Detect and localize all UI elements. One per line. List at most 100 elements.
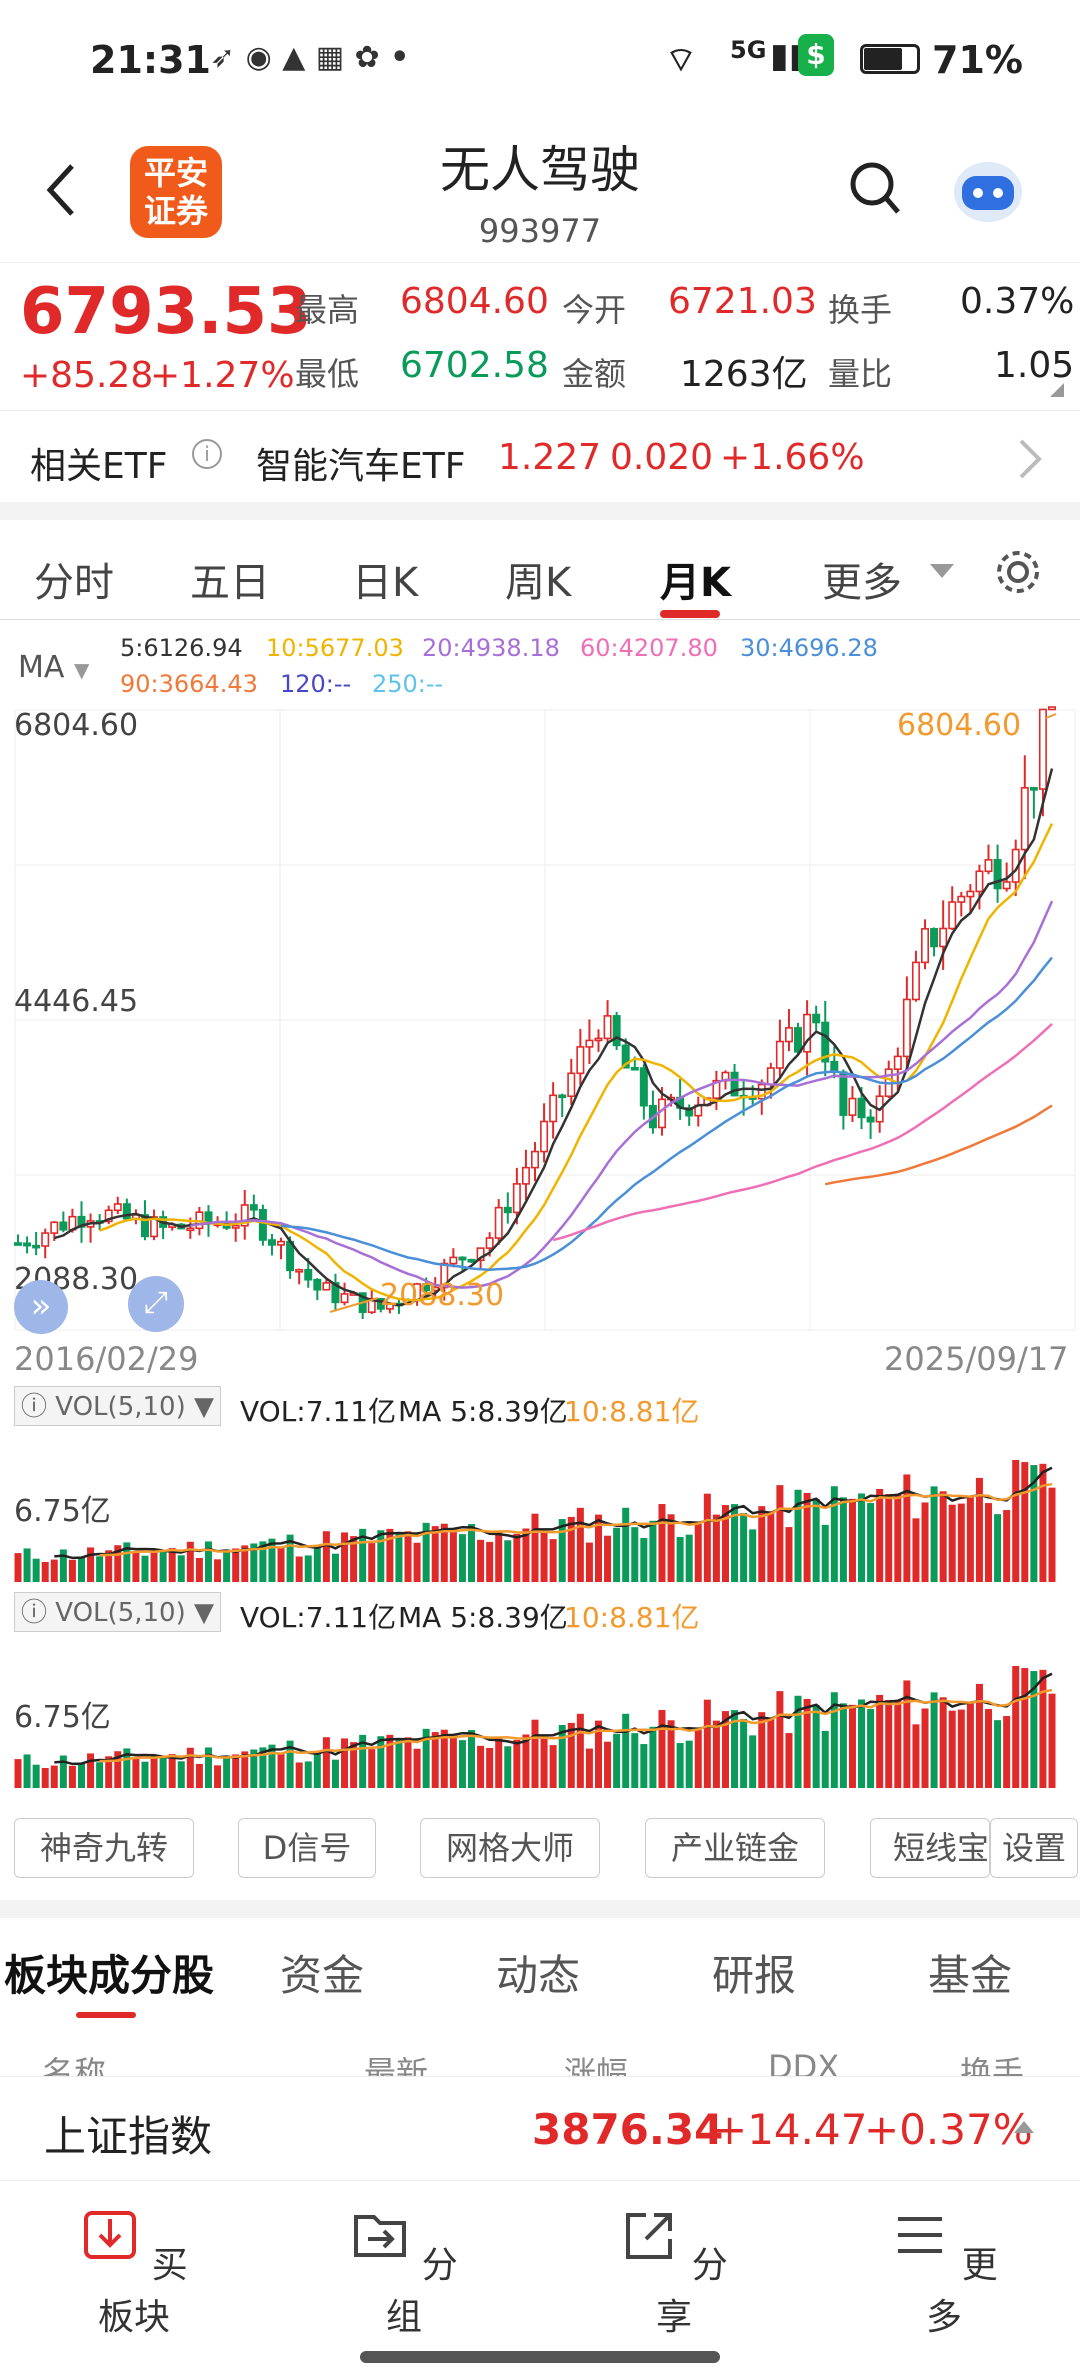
tool-magic-nine[interactable]: 神奇九转: [14, 1818, 194, 1878]
volume-bar: [848, 1498, 856, 1582]
vol-indicator-selector-1[interactable]: ⓘ VOL(5,10) ▼: [14, 1386, 221, 1426]
candle-body: [530, 1150, 539, 1169]
vol-indicator-selector-2[interactable]: ⓘ VOL(5,10) ▼: [14, 1592, 221, 1632]
candle-body: [948, 901, 957, 930]
candle-body: [803, 1013, 812, 1053]
info-icon[interactable]: i: [192, 439, 222, 469]
volume-bar: [331, 1759, 339, 1788]
col-name[interactable]: 名称: [42, 2054, 107, 2076]
volume-bar: [322, 1737, 330, 1788]
volume-bar: [640, 1744, 648, 1788]
back-icon[interactable]: [40, 160, 80, 220]
candle-body: [848, 1097, 857, 1116]
fullscreen-icon[interactable]: ⤢: [128, 1276, 184, 1332]
tool-d-signal[interactable]: D信号: [238, 1818, 376, 1878]
volume-bar: [341, 1738, 349, 1788]
volume-bar: [313, 1545, 321, 1582]
col-ddx[interactable]: DDX: [768, 2048, 840, 2076]
candle-body: [186, 1227, 195, 1232]
volume-bar: [885, 1494, 893, 1582]
candle-body: [32, 1244, 41, 1249]
share-button[interactable]: 分享: [604, 2205, 744, 2340]
volume-bar: [105, 1550, 113, 1582]
volume-bar: [957, 1709, 965, 1788]
ma20-value: 20:4938.18: [422, 634, 560, 662]
volume-bar: [667, 1720, 675, 1788]
volume-bar: [477, 1539, 485, 1582]
candle-body: [576, 1046, 585, 1075]
share-label: 分享: [655, 2245, 728, 2338]
col-change[interactable]: 涨幅: [564, 2054, 629, 2076]
candle-body: [422, 1283, 431, 1292]
col-latest[interactable]: 最新: [364, 2054, 429, 2076]
volume-bar: [839, 1497, 847, 1582]
tab-capital[interactable]: 资金: [280, 1951, 365, 2000]
dropdown-icon[interactable]: [930, 564, 954, 578]
open-label: 今开: [562, 291, 627, 329]
tab-monthly-k[interactable]: 月K: [660, 560, 731, 606]
kline-chart[interactable]: [0, 700, 1080, 1340]
volume-bar: [939, 1697, 947, 1788]
index-ticker[interactable]: 上证指数 3876.34 +14.47 +0.37%: [0, 2076, 1080, 2180]
wifi-icon: ⌔: [665, 40, 697, 80]
volume-chart-2[interactable]: [0, 1632, 1080, 1792]
status-bar: 21:31 ➶ ◉ ▲ ▦ ✿ • ⌔ 5G ▮▮▮ $ 71%: [0, 0, 1080, 120]
stock-code: 993977: [478, 212, 602, 250]
broker-logo[interactable]: 平安 证券: [130, 146, 222, 238]
column-headers: 名称 最新 涨幅 DDX 换手: [0, 2044, 1080, 2076]
volume-bar: [912, 1724, 920, 1788]
candle-body: [685, 1107, 694, 1117]
tool-industry-chain[interactable]: 产业链金: [645, 1818, 825, 1878]
volume-bar: [123, 1748, 131, 1788]
candle-body: [1048, 706, 1057, 711]
candle-body: [911, 961, 920, 1001]
expand-up-icon[interactable]: [1014, 2121, 1034, 2133]
volume-bar: [685, 1534, 693, 1582]
tab-constituents[interactable]: 板块成分股: [4, 1951, 215, 2000]
tab-weekly-k[interactable]: 周K: [505, 560, 572, 606]
tab-research[interactable]: 研报: [712, 1951, 797, 2000]
col-turnover[interactable]: 换手: [960, 2054, 1025, 2076]
ma-selector[interactable]: MA ▼: [18, 650, 90, 685]
volume-bar: [740, 1512, 748, 1582]
volume-bar: [894, 1494, 902, 1582]
volume-bar: [848, 1704, 856, 1788]
volume-bar: [114, 1751, 122, 1788]
fast-forward-icon[interactable]: »: [14, 1280, 68, 1334]
tool-short-line[interactable]: 短线宝: [870, 1818, 990, 1878]
candle-body: [766, 1067, 775, 1086]
volume-bar: [395, 1534, 403, 1582]
candle-body: [558, 1094, 567, 1099]
tab-more[interactable]: 更多: [822, 560, 902, 606]
tab-five-day[interactable]: 五日: [190, 560, 270, 606]
ma60-line: [552, 1022, 1053, 1242]
tab-fund[interactable]: 基金: [928, 1951, 1013, 2000]
volume-bar: [694, 1523, 702, 1582]
volume-chart-1[interactable]: [0, 1426, 1080, 1586]
expand-corner-icon[interactable]: [1050, 383, 1064, 397]
tab-daily-k[interactable]: 日K: [352, 560, 419, 606]
search-icon[interactable]: [848, 160, 904, 220]
candle-body: [458, 1256, 467, 1261]
volume-bar: [649, 1520, 657, 1582]
tab-news[interactable]: 动态: [496, 1951, 581, 2000]
related-etf-row[interactable]: 相关ETF i 智能汽车ETF 1.227 0.020 +1.66%: [0, 410, 1080, 502]
volume-bar: [576, 1713, 584, 1788]
tool-grid-master[interactable]: 网格大师: [420, 1818, 600, 1878]
settings-gear-icon[interactable]: [994, 548, 1042, 596]
more-button[interactable]: 更多: [874, 2205, 1014, 2340]
volume-bar: [350, 1536, 358, 1582]
amount-value: 1263亿: [680, 354, 808, 395]
candle-body: [104, 1209, 113, 1223]
tab-intraday[interactable]: 分时: [34, 560, 114, 606]
candle-body: [249, 1204, 258, 1211]
robot-assistant-icon[interactable]: [948, 154, 1028, 226]
volume-bar: [204, 1541, 212, 1582]
volume-bar: [286, 1740, 294, 1788]
divider: [0, 1900, 1080, 1918]
volume-bar: [975, 1477, 983, 1582]
buy-sector-button[interactable]: 买板块: [64, 2205, 204, 2340]
group-button[interactable]: 分组: [334, 2205, 474, 2340]
candle-body: [839, 1071, 848, 1116]
tool-settings[interactable]: 设置: [990, 1818, 1078, 1878]
